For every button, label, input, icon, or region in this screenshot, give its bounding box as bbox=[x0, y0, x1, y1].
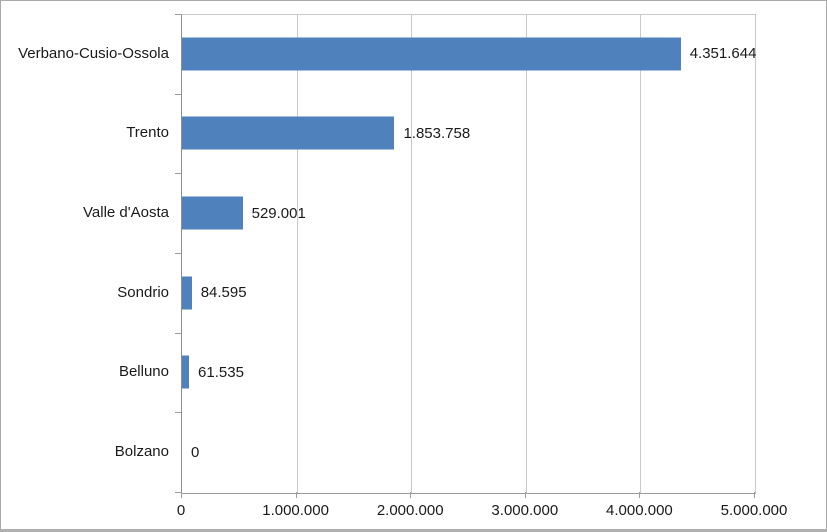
bar-row: Sondrio 84.595 bbox=[1, 253, 754, 333]
x-axis-tick-label: 0 bbox=[176, 502, 186, 519]
bar bbox=[182, 355, 190, 389]
value-label: 4.351.644 bbox=[689, 45, 757, 63]
gridline bbox=[525, 15, 527, 493]
bar-row: Trento 1.853.758 bbox=[1, 94, 754, 174]
category-label: Verbano-Cusio-Ossola bbox=[18, 44, 169, 62]
bar-track: 1.853.758 bbox=[182, 116, 754, 150]
bar bbox=[182, 276, 192, 310]
x-axis-tick bbox=[524, 492, 526, 498]
gridline bbox=[411, 15, 413, 493]
value-label: 529.001 bbox=[251, 204, 306, 222]
x-axis-tick bbox=[295, 492, 297, 498]
value-label: 0 bbox=[191, 443, 200, 461]
bar-track: 4.351.644 bbox=[182, 37, 757, 71]
x-axis-tick-label: 4.000.000 bbox=[606, 502, 673, 519]
category-label: Trento bbox=[126, 124, 169, 142]
category-label: Sondrio bbox=[117, 283, 169, 301]
bar bbox=[182, 196, 243, 230]
gridline bbox=[640, 15, 642, 493]
bar-row: Verbano-Cusio-Ossola 4.351.644 bbox=[1, 14, 757, 94]
x-axis-tick bbox=[410, 492, 412, 498]
y-axis-tick bbox=[175, 332, 181, 334]
bar-row: Valle d'Aosta 529.001 bbox=[1, 173, 754, 253]
bars-layer: Verbano-Cusio-Ossola 4.351.644 Trento 1.… bbox=[1, 14, 757, 492]
value-label: 84.595 bbox=[200, 284, 247, 302]
x-axis-tick-label: 5.000.000 bbox=[720, 502, 788, 519]
value-label: 1.853.758 bbox=[403, 124, 471, 142]
y-axis-tick bbox=[175, 93, 181, 95]
bar bbox=[182, 116, 395, 150]
bar-row: Belluno 61.535 bbox=[1, 333, 754, 413]
bar-row: Bolzano 0 bbox=[1, 412, 754, 492]
bar bbox=[182, 37, 681, 71]
x-axis-tick bbox=[639, 492, 641, 498]
plot-area bbox=[181, 14, 756, 494]
bar-track: 84.595 bbox=[182, 276, 754, 310]
y-axis-tick bbox=[175, 14, 181, 15]
bar-track: 61.535 bbox=[182, 355, 754, 389]
value-label: 61.535 bbox=[198, 363, 244, 381]
x-axis-tick-label: 1.000.000 bbox=[262, 502, 329, 519]
category-label: Bolzano bbox=[114, 443, 169, 461]
x-axis-tick-label: 3.000.000 bbox=[491, 502, 559, 519]
bar-track: 0 bbox=[182, 436, 754, 469]
bar-track: 529.001 bbox=[182, 196, 754, 230]
y-axis-tick bbox=[175, 253, 181, 254]
y-axis-tick bbox=[175, 492, 181, 493]
category-label: Valle d'Aosta bbox=[83, 204, 169, 222]
gridline bbox=[296, 15, 298, 493]
x-axis-tick bbox=[754, 492, 755, 498]
x-axis-tick-label: 2.000.000 bbox=[376, 502, 444, 519]
y-axis-tick bbox=[175, 173, 181, 175]
y-axis-tick bbox=[175, 412, 181, 414]
category-label: Belluno bbox=[118, 363, 169, 381]
x-axis-tick bbox=[181, 492, 182, 498]
